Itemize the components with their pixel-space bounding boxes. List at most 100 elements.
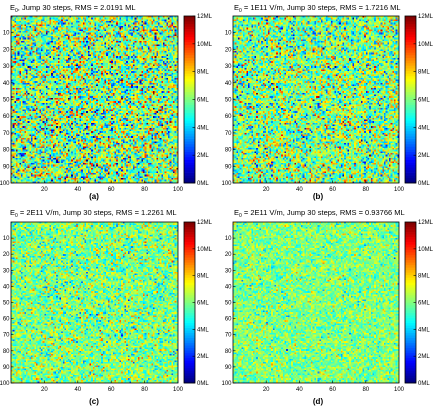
y-tick-label: 10 [225, 236, 232, 242]
colorbar-segment [184, 357, 195, 361]
colorbar-segment [184, 312, 195, 316]
x-tick-label: 80 [362, 387, 369, 393]
colorbar-segment [405, 267, 416, 271]
colorbar-segment [405, 224, 416, 228]
colorbar-segment [184, 112, 195, 116]
colorbar-segment [184, 272, 195, 276]
colorbar-segment [184, 362, 195, 366]
colorbar-tick-label: 6ML [418, 301, 430, 307]
colorbar-segment [184, 159, 195, 163]
colorbar-segment [405, 352, 416, 356]
colorbar-segment [184, 350, 195, 354]
panel-title-text: = 2E11 V/m, Jump 30 steps, RMS = 1.2261 … [18, 208, 177, 217]
colorbar-segment [405, 16, 416, 19]
colorbar-segment [405, 272, 416, 276]
x-tick-label: 20 [263, 187, 270, 193]
colorbar-segment [184, 277, 195, 281]
x-tick-label: 80 [362, 187, 369, 193]
colorbar-segment [184, 133, 195, 137]
colorbar-segment [184, 367, 195, 371]
colorbar-segment [405, 138, 416, 142]
heatmap-image [11, 222, 178, 383]
colorbar-segment [184, 279, 195, 283]
panel-title-subscript: 0 [15, 213, 18, 219]
colorbar-segment [405, 21, 416, 25]
colorbar-segment [405, 367, 416, 371]
y-tick-label: 40 [225, 284, 232, 290]
y-tick-label: 20 [3, 252, 10, 258]
colorbar-segment [405, 284, 416, 288]
colorbar-tick-label: 8ML [197, 70, 209, 76]
colorbar-segment [184, 347, 195, 351]
colorbar-segment [405, 289, 416, 293]
colorbar-segment [405, 325, 416, 328]
y-tick-label: 40 [225, 81, 232, 87]
colorbar-tick-label: 12ML [197, 14, 213, 20]
panel-3: E0 = 2E11 V/m, Jump 30 steps, RMS = 0.93… [221, 208, 433, 406]
colorbar-segment [405, 177, 416, 181]
colorbar-segment [184, 337, 195, 341]
colorbar-segment [184, 175, 195, 179]
colorbar-segment [405, 242, 416, 245]
y-tick-label: 70 [225, 131, 232, 137]
colorbar-segment [405, 254, 416, 258]
x-tick-label: 60 [329, 387, 336, 393]
colorbar-segment [405, 360, 416, 364]
colorbar-segment [405, 269, 416, 273]
colorbar-segment [184, 130, 195, 134]
colorbar-segment [184, 125, 195, 129]
colorbar-tick-label: 2ML [418, 354, 430, 360]
colorbar-segment [405, 345, 416, 349]
panel-1: E0 = 1E11 V/m, Jump 30 steps, RMS = 1.72… [221, 3, 433, 201]
colorbar-segment [184, 345, 195, 349]
colorbar-segment [405, 146, 416, 150]
colorbar-tick-label: 0ML [418, 181, 430, 187]
colorbar-segment [405, 277, 416, 281]
colorbar-segment [405, 120, 416, 124]
colorbar-segment [405, 302, 416, 306]
colorbar-segment [405, 57, 416, 61]
colorbar-segment [184, 289, 195, 293]
y-tick-label: 40 [3, 81, 10, 87]
colorbar-segment [405, 112, 416, 116]
colorbar-segment [184, 149, 195, 152]
colorbar-segment [184, 86, 195, 90]
colorbar-segment [184, 229, 195, 233]
colorbar-segment [405, 375, 416, 379]
colorbar-segment [405, 227, 416, 230]
colorbar-segment [184, 146, 195, 150]
colorbar-segment [405, 332, 416, 336]
colorbar-segment [405, 125, 416, 129]
colorbar-segment [184, 380, 195, 384]
colorbar-segment [405, 229, 416, 233]
colorbar-segment [405, 357, 416, 361]
colorbar-segment [405, 310, 416, 313]
colorbar-segment [405, 222, 416, 225]
colorbar-segment [405, 262, 416, 266]
colorbar-tick-label: 10ML [197, 247, 213, 253]
colorbar-segment [405, 94, 416, 98]
colorbar-tick-label: 10ML [197, 42, 213, 48]
colorbar-segment [405, 237, 416, 240]
colorbar-segment [184, 294, 195, 298]
colorbar-segment [184, 262, 195, 266]
colorbar-segment [405, 249, 416, 253]
colorbar-segment [405, 23, 416, 27]
colorbar-segment [405, 252, 416, 256]
colorbar-segment [184, 315, 195, 318]
colorbar-segment [184, 73, 195, 77]
colorbar-segment [184, 297, 195, 301]
colorbar-segment [184, 305, 195, 308]
y-tick-label: 100 [221, 181, 232, 187]
colorbar-segment [184, 287, 195, 291]
y-tick-label: 90 [3, 164, 10, 170]
colorbar-segment [184, 99, 195, 103]
y-tick-label: 90 [225, 365, 232, 371]
colorbar-segment [405, 102, 416, 106]
panel-caption: (b) [313, 192, 324, 201]
colorbar-segment [405, 315, 416, 318]
colorbar-segment [184, 26, 195, 30]
colorbar-segment [184, 138, 195, 142]
y-tick-label: 90 [3, 365, 10, 371]
colorbar-segment [184, 375, 195, 379]
